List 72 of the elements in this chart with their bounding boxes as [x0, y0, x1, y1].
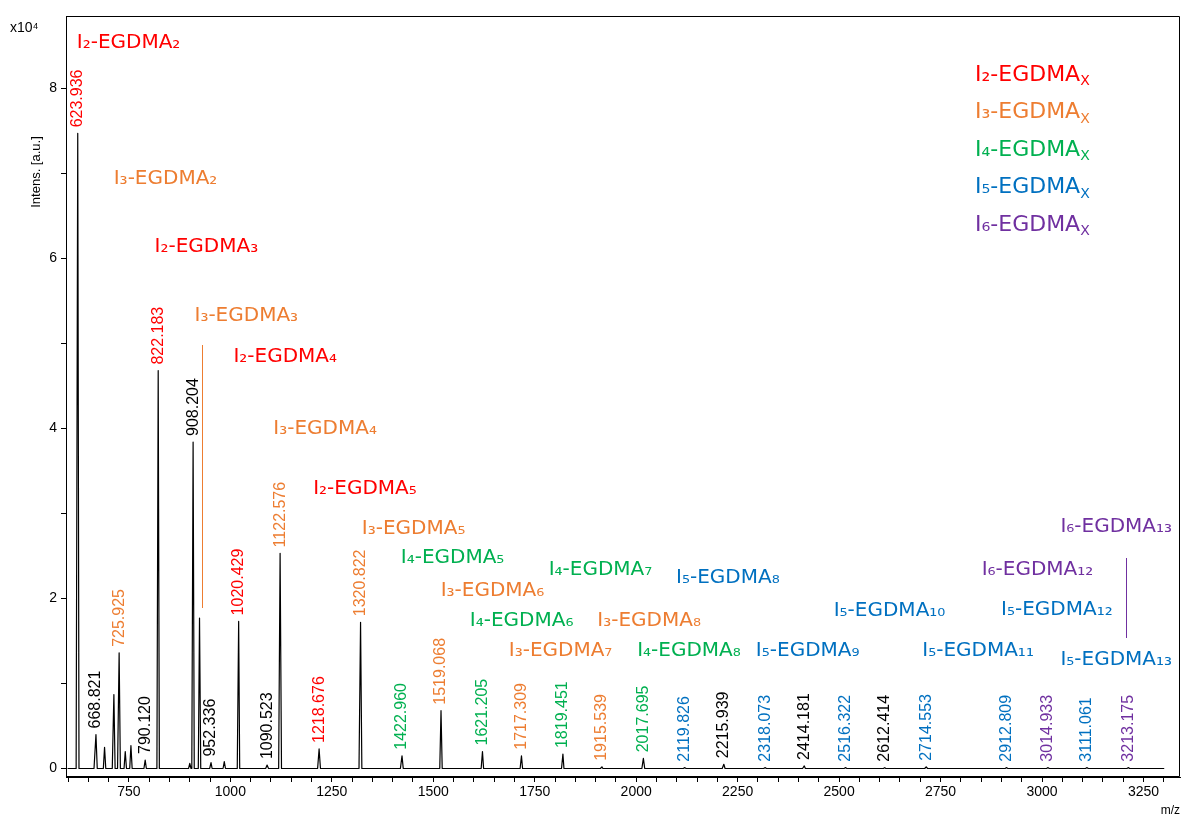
annotation: 1819.451 [553, 681, 571, 749]
text: x10⁴ [10, 18, 39, 35]
x-tick-label: 3000 [1026, 783, 1058, 800]
y-tick-label: 6 [49, 249, 58, 266]
annotation: I₆-EGDMA₁₂ [981, 555, 1094, 580]
y-tick-label: 8 [49, 79, 58, 96]
annotation: 1717.309 [511, 682, 529, 750]
annotation: I₄-EGDMA₈ [637, 636, 741, 661]
annotation: 908.204 [183, 378, 201, 436]
annotation: 1122.576 [270, 481, 288, 548]
annotation: I₅-EGDMA₉ [755, 636, 860, 661]
annotation: 1320.822 [350, 549, 368, 617]
annotation: I₃-EGDMA₄ [273, 415, 377, 440]
annotation: I₃-EGDMA₂ [113, 164, 218, 189]
annotation: 2912.809 [997, 694, 1015, 762]
annotation: 1020.429 [229, 548, 247, 616]
x-tick-label: 1500 [417, 783, 450, 800]
annotation: 3111.061 [1077, 697, 1095, 762]
annotation: I₃-EGDMA₇ [508, 636, 613, 661]
annotation: 2612.414 [875, 694, 893, 762]
annotation: 2318.073 [755, 694, 773, 762]
annotation: 3014.933 [1038, 694, 1056, 762]
annotation: I₅-EGDMA₁₀ [833, 596, 946, 621]
annotation: 1915.539 [592, 693, 610, 761]
annotation: 2714.553 [916, 693, 934, 761]
annotation: I₂-EGDMA₅ [313, 474, 417, 499]
annotation: 1090.523 [257, 692, 275, 760]
annotation: I₆-EGDMA₁₃ [1060, 513, 1173, 538]
annotation: 2119.826 [675, 696, 693, 762]
x-tick-label: 2000 [620, 783, 652, 800]
annotation: 822.183 [148, 306, 166, 365]
annotation: 2017.695 [633, 685, 651, 753]
annotation: 1218.676 [309, 676, 327, 743]
annotation: I₃-EGDMA₆ [440, 576, 545, 601]
x-axis-title: m/z [1160, 803, 1180, 818]
annotation: I₅-EGDMA₁₁ [922, 636, 1034, 661]
annotation: 952.336 [201, 698, 219, 757]
annotation: 3213.175 [1118, 694, 1136, 762]
annotation: 790.120 [135, 696, 153, 754]
annotation: I₂-EGDMA₂ [76, 28, 181, 53]
annotation: I₄-EGDMA₇ [548, 555, 653, 580]
annotation: I₃-EGDMA₅ [361, 514, 466, 539]
annotation: I₅-EGDMA₁₂ [1001, 595, 1113, 620]
y-tick-label: 2 [49, 589, 58, 606]
annotation: I₃-EGDMA₃ [194, 302, 299, 327]
x-tick-label: 1000 [214, 783, 247, 800]
annotation: I₅-EGDMA₈ [676, 564, 780, 589]
annotation: 1519.068 [431, 637, 449, 705]
x-tick-label: 2750 [924, 783, 957, 800]
x-tick-label: 1250 [316, 783, 348, 800]
x-tick-label: 3250 [1127, 783, 1160, 800]
x-tick-label: 750 [117, 783, 141, 800]
annotation: 2215.939 [714, 691, 732, 759]
annotation: 2516.322 [836, 694, 854, 762]
x-tick-label: 2500 [823, 783, 855, 800]
y-tick-label: 0 [49, 759, 58, 776]
annotation: I₅-EGDMA₁₃ [1060, 645, 1173, 670]
annotation: 668.821 [86, 670, 104, 729]
annotation: 1422.960 [392, 682, 410, 750]
annotation: 1621.205 [472, 678, 490, 746]
x-tick-label: 2250 [722, 783, 754, 800]
annotation: 623.936 [68, 69, 86, 128]
x-tick-label: 1750 [519, 783, 551, 800]
annotation: I₄-EGDMA₆ [469, 606, 574, 631]
annotation: 725.925 [109, 588, 127, 647]
annotation: I₄-EGDMA₅ [400, 543, 505, 568]
y-tick-label: 4 [49, 419, 58, 436]
y-axis-title: Intens. [a.u.] [27, 136, 43, 208]
annotation: 2414.181 [794, 693, 812, 760]
annotation: I₃-EGDMA₈ [597, 606, 701, 631]
annotation: I₂-EGDMA₃ [154, 232, 259, 257]
annotation: I₂-EGDMA₄ [233, 343, 338, 368]
